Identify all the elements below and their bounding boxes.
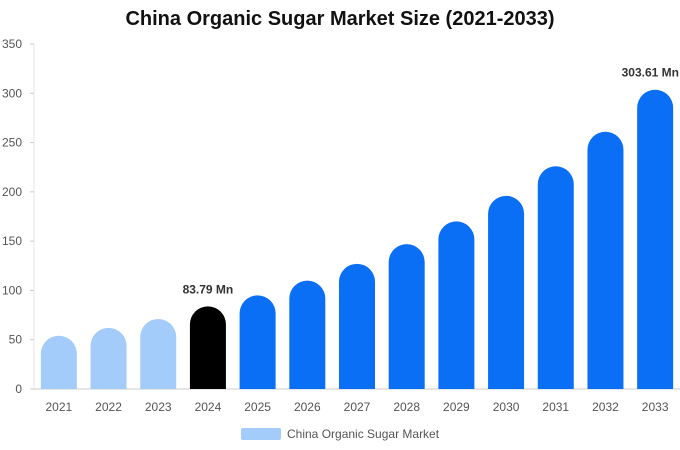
y-tick-label: 50 bbox=[9, 333, 23, 347]
x-tick-label: 2032 bbox=[592, 400, 619, 414]
data-label-2024: 83.79 Mn bbox=[183, 282, 234, 296]
bar-2027 bbox=[339, 263, 375, 389]
x-tick-label: 2021 bbox=[45, 400, 72, 414]
y-tick-label: 300 bbox=[2, 86, 22, 100]
bar-2032 bbox=[587, 131, 624, 389]
bar-2022 bbox=[90, 327, 127, 389]
bar-2023 bbox=[140, 319, 177, 389]
y-tick-label: 350 bbox=[2, 37, 22, 51]
y-tick-label: 100 bbox=[2, 283, 22, 297]
x-tick-label: 2022 bbox=[95, 400, 122, 414]
y-tick-label: 150 bbox=[2, 234, 22, 248]
data-label-2033: 303.61 Mn bbox=[622, 66, 679, 80]
chart-title: China Organic Sugar Market Size (2021-20… bbox=[125, 8, 555, 30]
bar-2033 bbox=[637, 89, 674, 389]
bar-2028 bbox=[388, 244, 425, 389]
x-tick-label: 2028 bbox=[393, 400, 420, 414]
bar-2026 bbox=[289, 280, 326, 389]
x-tick-label: 2030 bbox=[493, 400, 520, 414]
y-tick-label: 200 bbox=[2, 185, 22, 199]
bar-2030 bbox=[488, 195, 525, 389]
x-tick-label: 2029 bbox=[443, 400, 470, 414]
legend-label: China Organic Sugar Market bbox=[287, 427, 440, 441]
x-tick-label: 2031 bbox=[542, 400, 569, 414]
y-tick-label: 250 bbox=[2, 136, 22, 150]
x-tick-label: 2033 bbox=[642, 400, 669, 414]
x-tick-label: 2025 bbox=[244, 400, 271, 414]
bar-2025 bbox=[239, 295, 276, 389]
legend-swatch bbox=[241, 428, 281, 440]
bar-2029 bbox=[438, 221, 475, 389]
y-tick-label: 0 bbox=[15, 382, 22, 396]
x-tick-label: 2023 bbox=[145, 400, 172, 414]
bar-2024 bbox=[189, 306, 226, 389]
x-tick-label: 2026 bbox=[294, 400, 321, 414]
bar-2031 bbox=[537, 166, 574, 389]
x-tick-label: 2027 bbox=[344, 400, 371, 414]
bar-2021 bbox=[40, 335, 77, 389]
x-tick-label: 2024 bbox=[195, 400, 222, 414]
